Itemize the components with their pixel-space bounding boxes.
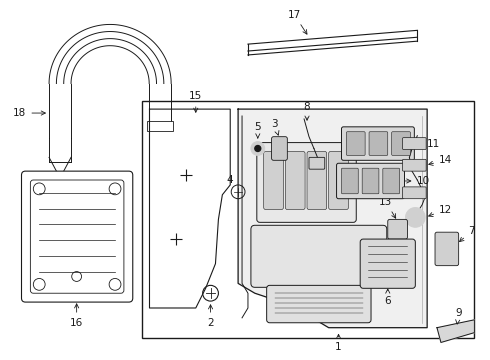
FancyBboxPatch shape [402, 159, 426, 171]
Polygon shape [437, 320, 474, 342]
Circle shape [406, 208, 425, 227]
FancyBboxPatch shape [30, 180, 124, 293]
Text: 6: 6 [385, 289, 391, 306]
FancyBboxPatch shape [362, 168, 379, 194]
Text: 5: 5 [254, 122, 261, 138]
FancyBboxPatch shape [388, 219, 408, 239]
FancyBboxPatch shape [360, 239, 416, 288]
FancyBboxPatch shape [271, 137, 287, 160]
FancyBboxPatch shape [392, 132, 411, 156]
Text: 7: 7 [460, 226, 475, 242]
FancyBboxPatch shape [402, 187, 426, 199]
Text: 12: 12 [429, 204, 452, 216]
FancyBboxPatch shape [264, 152, 283, 210]
FancyBboxPatch shape [329, 152, 348, 210]
Text: 1: 1 [335, 334, 342, 352]
FancyBboxPatch shape [251, 225, 387, 287]
Text: 15: 15 [189, 91, 202, 112]
Text: 9: 9 [455, 308, 462, 324]
FancyBboxPatch shape [267, 285, 371, 323]
Circle shape [251, 141, 265, 156]
Bar [147, 121, 173, 131]
FancyBboxPatch shape [346, 132, 365, 156]
Text: 11: 11 [415, 139, 441, 149]
FancyBboxPatch shape [337, 163, 405, 199]
FancyBboxPatch shape [402, 138, 426, 149]
Text: 3: 3 [271, 119, 279, 135]
FancyBboxPatch shape [383, 168, 399, 194]
Text: 16: 16 [70, 304, 83, 328]
Text: 10: 10 [405, 176, 430, 186]
FancyBboxPatch shape [22, 171, 133, 302]
FancyBboxPatch shape [307, 152, 327, 210]
Text: 18: 18 [13, 108, 46, 118]
Bar [142, 101, 474, 338]
Circle shape [255, 145, 261, 152]
FancyBboxPatch shape [342, 127, 415, 160]
FancyBboxPatch shape [342, 168, 358, 194]
Text: 4: 4 [227, 175, 234, 185]
Text: 13: 13 [379, 197, 396, 218]
Text: 8: 8 [304, 102, 310, 120]
FancyBboxPatch shape [309, 157, 325, 169]
Polygon shape [238, 109, 427, 328]
Text: 14: 14 [429, 155, 452, 165]
FancyBboxPatch shape [285, 152, 305, 210]
FancyBboxPatch shape [435, 232, 459, 266]
FancyBboxPatch shape [257, 143, 356, 222]
Text: 17: 17 [288, 10, 307, 34]
Text: 2: 2 [207, 305, 214, 328]
FancyBboxPatch shape [369, 132, 388, 156]
